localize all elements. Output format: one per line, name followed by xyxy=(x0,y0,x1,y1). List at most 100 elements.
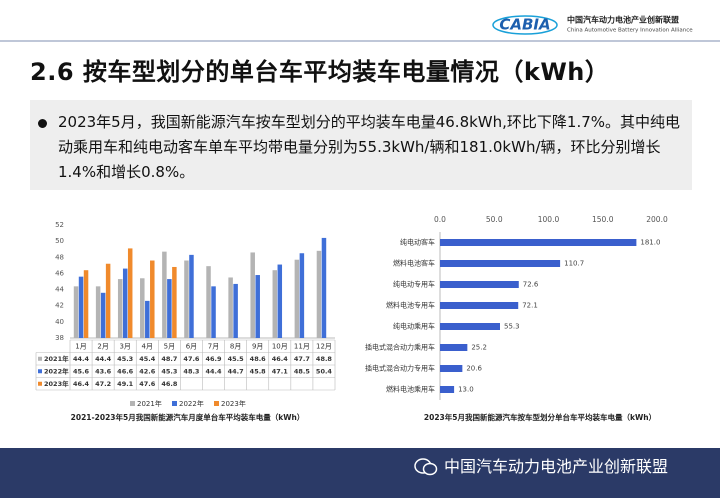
category-label: 插电式混合动力乘用车 xyxy=(365,343,435,352)
table-value: 47.7 xyxy=(294,355,310,363)
bar xyxy=(127,248,133,338)
x-tick-label: 12月 xyxy=(316,342,332,350)
bar xyxy=(277,264,283,338)
bar xyxy=(250,252,255,338)
chart-title: 2023年5月我国新能源汽车按车型划分单台车平均装车电量（kWh） xyxy=(424,412,656,422)
table-value: 47.2 xyxy=(95,380,111,388)
category-label: 插电式混合动力专用车 xyxy=(365,364,435,373)
bar xyxy=(321,237,327,338)
slide-title: 2.6 按车型划分的单台车平均装车电量情况（kWh） xyxy=(30,58,610,86)
table-value: 47.6 xyxy=(139,380,156,388)
bar xyxy=(172,266,177,338)
bar xyxy=(117,279,123,338)
table-value: 45.5 xyxy=(228,355,245,363)
x-tick-label: 8月 xyxy=(230,342,241,350)
bar xyxy=(140,278,145,338)
table-row-label: 2023年 xyxy=(44,379,69,388)
y-tick-label: 52 xyxy=(55,221,64,229)
y-tick-label: 40 xyxy=(55,318,64,326)
table-value: 45.3 xyxy=(161,367,177,375)
bar xyxy=(294,259,300,338)
value-label: 55.3 xyxy=(504,323,520,331)
bar xyxy=(83,270,89,338)
bar xyxy=(78,276,84,338)
x-tick-label: 50.0 xyxy=(486,215,503,224)
table-value: 46.4 xyxy=(272,355,289,363)
table-value: 46.4 xyxy=(73,380,90,388)
table-value: 49.1 xyxy=(117,380,134,388)
x-tick-label: 1月 xyxy=(75,342,86,350)
legend-swatch xyxy=(172,401,177,406)
category-label: 纯电动乘用车 xyxy=(393,322,435,331)
bullet-box xyxy=(30,100,692,190)
table-value: 45.4 xyxy=(139,355,156,363)
y-tick-label: 48 xyxy=(55,253,64,261)
y-tick-label: 46 xyxy=(55,269,64,277)
table-swatch xyxy=(38,369,42,374)
bar xyxy=(100,292,106,338)
table-value: 47.6 xyxy=(183,355,200,363)
logo: CABIA xyxy=(499,16,550,34)
x-tick-label: 5月 xyxy=(164,342,175,350)
table-swatch xyxy=(38,356,42,361)
bar xyxy=(122,268,128,338)
bar xyxy=(440,365,463,372)
value-label: 25.2 xyxy=(471,344,487,352)
legend-swatch xyxy=(130,401,135,406)
table-value: 46.8 xyxy=(161,380,178,388)
chart-title: 2021-2023年5月我国新能源汽车月度单台车平均装车电量（kWh） xyxy=(71,412,305,422)
table-value: 48.6 xyxy=(250,355,267,363)
legend-label: 2022年 xyxy=(179,399,204,408)
table-value: 44.4 xyxy=(95,355,112,363)
bar xyxy=(440,239,637,246)
value-label: 110.7 xyxy=(564,260,584,268)
table-value: 50.4 xyxy=(316,367,333,375)
table-value: 48.5 xyxy=(294,367,311,375)
table-value: 44.4 xyxy=(206,367,223,375)
table-value: 48.8 xyxy=(316,355,333,363)
bullet-text: 2023年5月，我国新能源汽车按车型划分的平均装车电量46.8kWh,环比下降1… xyxy=(58,113,681,181)
bar xyxy=(233,283,238,338)
bar xyxy=(105,263,111,338)
legend-swatch xyxy=(214,401,219,406)
table-value: 46.9 xyxy=(206,355,223,363)
category-label: 纯电动专用车 xyxy=(393,280,435,289)
bar xyxy=(440,386,455,393)
table-value: 45.3 xyxy=(117,355,133,363)
bar xyxy=(167,279,172,338)
x-tick-label: 200.0 xyxy=(646,215,668,224)
org-name: 中国汽车动力电池产业创新联盟 xyxy=(567,15,679,25)
footer-text: 中国汽车动力电池产业创新联盟 xyxy=(444,457,669,476)
y-tick-label: 38 xyxy=(55,334,64,342)
bar xyxy=(189,254,194,338)
footer-band xyxy=(0,448,720,498)
bar xyxy=(184,260,189,338)
table-row-label: 2021年 xyxy=(44,354,69,363)
bar xyxy=(440,344,468,351)
table-value: 44.4 xyxy=(73,355,90,363)
x-tick-label: 100.0 xyxy=(538,215,560,224)
category-label: 燃料电池乘用车 xyxy=(386,385,435,394)
bar xyxy=(440,302,519,309)
category-label: 纯电动客车 xyxy=(400,238,435,247)
value-label: 13.0 xyxy=(458,386,474,394)
table-row-label: 2022年 xyxy=(44,366,69,375)
bar xyxy=(211,286,216,338)
bar xyxy=(145,300,150,338)
value-label: 20.6 xyxy=(466,365,482,373)
x-tick-label: 150.0 xyxy=(592,215,614,224)
x-tick-label: 7月 xyxy=(208,342,219,350)
category-label: 燃料电池专用车 xyxy=(386,301,435,310)
bar xyxy=(206,266,211,338)
y-tick-label: 44 xyxy=(55,286,64,294)
bar xyxy=(440,323,501,330)
bar xyxy=(95,286,101,338)
bar xyxy=(228,277,233,338)
table-value: 44.7 xyxy=(228,367,244,375)
value-label: 72.6 xyxy=(523,281,539,289)
bar xyxy=(440,281,519,288)
bar xyxy=(162,251,167,338)
bar xyxy=(150,260,155,338)
